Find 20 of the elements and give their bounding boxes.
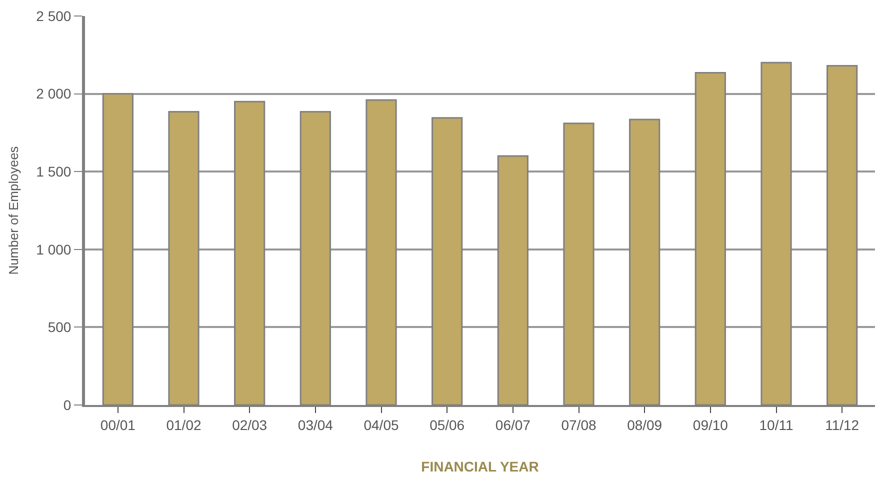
x-tick-label: 00/01	[100, 416, 136, 433]
x-tick-label: 03/04	[298, 416, 334, 433]
x-tick-label: 01/02	[166, 416, 202, 433]
y-tick-label: 1 500	[36, 164, 72, 180]
x-tick-label: 10/11	[759, 416, 794, 433]
x-tick-label: 11/12	[825, 416, 860, 433]
x-tick-label: 06/07	[495, 416, 531, 433]
y-tick-label: 2 500	[36, 8, 72, 24]
y-tick-label: 2 000	[36, 86, 72, 102]
y-axis-title: Number of Employees	[6, 146, 22, 275]
x-tick-label: 05/06	[430, 416, 465, 433]
x-tick-label: 07/08	[561, 416, 596, 433]
x-axis-title: FINANCIAL YEAR	[421, 458, 539, 475]
x-tick-label: 04/05	[364, 416, 399, 433]
y-tick-label: 1 000	[36, 241, 72, 258]
x-tick-label: 09/10	[692, 416, 728, 433]
x-tick-label: 02/03	[232, 416, 268, 433]
y-tick-label: 0	[63, 396, 72, 413]
x-tick-label: 08/09	[627, 416, 662, 433]
y-tick-label: 500	[48, 319, 72, 336]
